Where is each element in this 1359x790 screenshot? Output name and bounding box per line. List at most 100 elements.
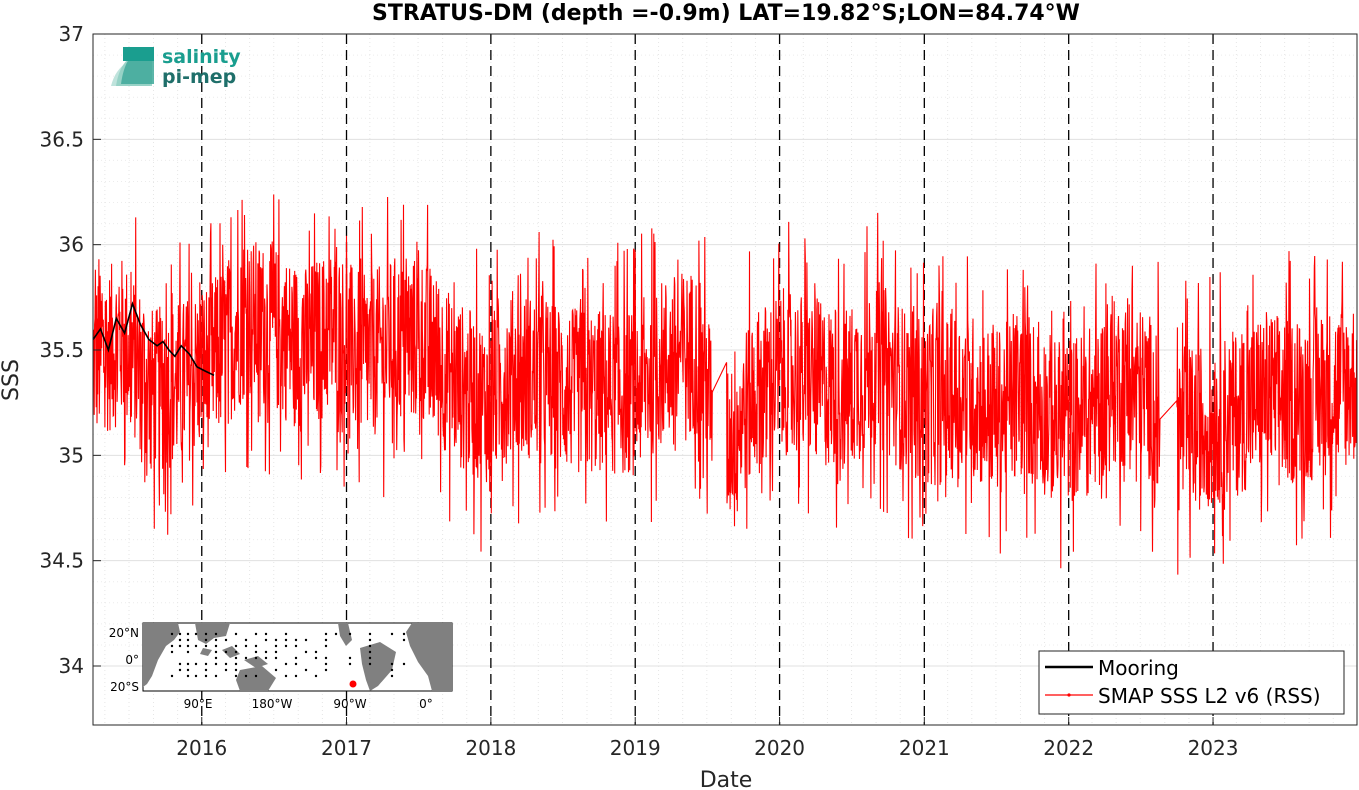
x-axis-label: Date <box>700 768 753 790</box>
inset-mooring-dot <box>324 632 328 636</box>
y-tick-label: 36.5 <box>39 127 84 151</box>
inset-mooring-dot <box>178 638 182 642</box>
inset-mooring-dot <box>244 674 248 678</box>
inset-mooring-dot <box>170 632 174 636</box>
y-tick-label: 34.5 <box>39 549 84 573</box>
inset-mooring-dot <box>214 638 218 642</box>
inset-mooring-dot <box>224 638 228 642</box>
inset-mooring-dot <box>234 632 238 636</box>
inset-mooring-dot <box>274 668 278 672</box>
inset-mooring-dot <box>194 674 198 678</box>
inset-mooring-dot <box>284 632 288 636</box>
legend: Mooring SMAP SSS L2 v6 (RSS) <box>1038 650 1345 715</box>
inset-mooring-dot <box>204 674 208 678</box>
inset-mooring-dot <box>234 662 238 666</box>
inset-mooring-dot <box>214 632 218 636</box>
inset-mooring-dot <box>402 638 406 642</box>
x-tick-label: 2021 <box>899 736 950 760</box>
inset-mooring-dot <box>368 644 372 648</box>
x-tick-label: 2018 <box>465 736 516 760</box>
logo-wave-icon <box>111 47 154 86</box>
inset-mooring-dot <box>244 638 248 642</box>
inset-mooring-dot <box>214 662 218 666</box>
inset-map: 20°N 0° 20°S 90°E 180°W 90°W 0° <box>109 622 453 711</box>
inset-mooring-dot <box>170 644 174 648</box>
y-tick-label: 35.5 <box>39 338 84 362</box>
inset-mooring-dot <box>274 656 278 660</box>
inset-mooring-dot <box>314 656 318 660</box>
inset-mooring-dot <box>204 668 208 672</box>
x-tick-label: 2022 <box>1043 736 1094 760</box>
inset-mooring-dot <box>186 638 190 642</box>
inset-mooring-dot <box>194 632 198 636</box>
inset-mooring-dot <box>368 638 372 642</box>
inset-map-frame <box>142 622 453 692</box>
inset-mooring-dot <box>284 674 288 678</box>
inset-mooring-dot <box>264 632 268 636</box>
inset-mooring-dot <box>224 662 228 666</box>
x-ticks: 2016 2017 2018 2019 2020 2021 2022 2023 <box>176 717 1238 760</box>
inset-lon-label-90e: 90°E <box>184 697 213 711</box>
inset-map-location-marker <box>349 680 357 688</box>
plot-frame <box>92 33 1358 726</box>
inset-mooring-dot <box>178 668 182 672</box>
inset-mooring-dot <box>274 638 278 642</box>
logo-line-2: pi-mep <box>162 66 236 88</box>
inset-mooring-dot <box>314 650 318 654</box>
y-tick-label: 36 <box>59 233 84 257</box>
y-tick-label: 37 <box>59 22 84 46</box>
y-tick-label: 35 <box>59 443 84 467</box>
inset-mooring-dot <box>294 674 298 678</box>
inset-mooring-dot <box>294 644 298 648</box>
inset-mooring-dot <box>390 632 394 636</box>
inset-mooring-dot <box>178 662 182 666</box>
inset-mooring-dot <box>284 662 288 666</box>
inset-mooring-dot <box>254 644 258 648</box>
inset-mooring-dot <box>294 662 298 666</box>
x-tick-label: 2023 <box>1188 736 1239 760</box>
logo-line-1: salinity <box>162 46 241 68</box>
inset-mooring-dot <box>234 650 238 654</box>
inset-mooring-dot <box>304 668 308 672</box>
inset-mooring-dot <box>324 662 328 666</box>
inset-mooring-dot <box>274 650 278 654</box>
y-tick-label: 34 <box>59 654 84 678</box>
inset-mooring-dot <box>348 662 352 666</box>
inset-mooring-dot <box>390 668 394 672</box>
inset-mooring-dot <box>368 662 372 666</box>
inset-mooring-dot <box>214 650 218 654</box>
x-tick-label: 2016 <box>176 736 227 760</box>
inset-mooring-dot <box>304 638 308 642</box>
x-tick-label: 2020 <box>754 736 805 760</box>
grid <box>93 33 1357 725</box>
inset-mooring-dot <box>178 644 182 648</box>
inset-lon-label-90w: 90°W <box>333 697 366 711</box>
inset-mooring-dot <box>334 632 338 636</box>
inset-mooring-dot <box>314 674 318 678</box>
inset-mooring-dot <box>324 638 328 642</box>
inset-mooring-dot <box>186 644 190 648</box>
inset-mooring-dot <box>402 632 406 636</box>
inset-mooring-dot <box>284 644 288 648</box>
inset-mooring-dot <box>186 668 190 672</box>
inset-mooring-dot <box>244 656 248 660</box>
inset-mooring-dot <box>304 650 308 654</box>
inset-mooring-dots <box>170 632 406 678</box>
series-mooring-line <box>92 301 215 377</box>
inset-mooring-dot <box>194 644 198 648</box>
inset-mooring-dot <box>324 668 328 672</box>
inset-mooring-dot <box>234 674 238 678</box>
inset-mooring-dot <box>204 638 208 642</box>
inset-mooring-dot <box>224 668 228 672</box>
inset-mooring-dot <box>368 656 372 660</box>
inset-mooring-dot <box>170 650 174 654</box>
inset-mooring-dot <box>390 662 394 666</box>
inset-mooring-dot <box>402 662 406 666</box>
inset-mooring-dot <box>234 656 238 660</box>
series-smap-sss-line <box>92 194 1358 575</box>
series-layer <box>92 194 1358 575</box>
inset-mooring-dot <box>348 656 352 660</box>
inset-mooring-dot <box>274 644 278 648</box>
inset-mooring-dot <box>204 632 208 636</box>
inset-mooring-dot <box>254 632 258 636</box>
